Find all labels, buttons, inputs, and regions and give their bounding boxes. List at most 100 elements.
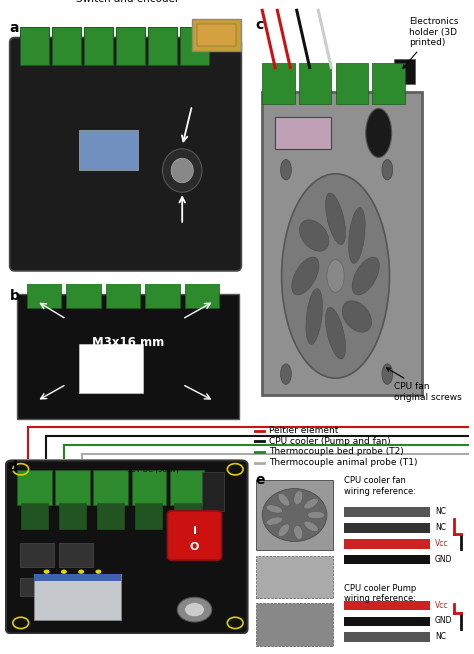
Bar (34, 574, 120, 620)
Bar (344, 617, 430, 627)
Text: e: e (256, 473, 265, 487)
Text: CPU cooler (Pump and fan): CPU cooler (Pump and fan) (269, 437, 390, 446)
FancyBboxPatch shape (145, 283, 180, 308)
Bar (344, 632, 430, 642)
Ellipse shape (278, 524, 290, 537)
FancyBboxPatch shape (180, 27, 210, 65)
FancyBboxPatch shape (93, 470, 128, 506)
FancyBboxPatch shape (170, 470, 204, 506)
Text: d: d (7, 460, 17, 473)
Bar (197, 24, 237, 46)
Ellipse shape (304, 498, 318, 509)
FancyBboxPatch shape (336, 63, 368, 104)
FancyBboxPatch shape (83, 27, 113, 65)
Ellipse shape (326, 193, 346, 245)
Bar (256, 603, 333, 645)
Ellipse shape (294, 525, 303, 540)
FancyBboxPatch shape (21, 503, 48, 529)
Ellipse shape (342, 301, 372, 332)
Bar (79, 344, 143, 392)
Bar (192, 18, 241, 51)
Text: NC: NC (435, 507, 446, 516)
Bar (344, 555, 430, 564)
Text: O: O (190, 542, 199, 552)
Text: Peltier element: Peltier element (269, 426, 338, 435)
Text: CPU fan
original screws: CPU fan original screws (386, 368, 462, 402)
Circle shape (185, 602, 204, 617)
Circle shape (163, 149, 202, 192)
Bar (19, 578, 49, 596)
FancyBboxPatch shape (372, 63, 404, 104)
Circle shape (61, 570, 67, 574)
Ellipse shape (294, 490, 303, 505)
Circle shape (78, 570, 84, 574)
FancyBboxPatch shape (19, 27, 49, 65)
FancyBboxPatch shape (148, 27, 177, 65)
Text: Vcc: Vcc (435, 539, 448, 548)
Text: Thermocouple animal probe (T1): Thermocouple animal probe (T1) (269, 458, 417, 467)
Bar (394, 60, 415, 84)
Circle shape (382, 364, 392, 385)
Text: Thermocouple bed probe (T2): Thermocouple bed probe (T2) (269, 447, 403, 456)
Bar (79, 129, 138, 171)
Text: a: a (9, 21, 19, 35)
Ellipse shape (326, 307, 346, 359)
Circle shape (177, 597, 212, 622)
Circle shape (171, 158, 193, 182)
Text: c: c (256, 18, 264, 33)
Bar (344, 539, 430, 549)
FancyBboxPatch shape (262, 92, 422, 394)
Ellipse shape (306, 288, 322, 345)
Text: 12V DC (90 W): 12V DC (90 W) (127, 467, 179, 473)
FancyBboxPatch shape (116, 27, 145, 65)
Text: Vcc: Vcc (435, 600, 448, 610)
Circle shape (281, 364, 292, 385)
FancyBboxPatch shape (9, 37, 241, 271)
FancyBboxPatch shape (52, 27, 81, 65)
Circle shape (366, 109, 392, 158)
FancyBboxPatch shape (262, 63, 294, 104)
FancyBboxPatch shape (59, 503, 86, 529)
Text: Switch and encoder: Switch and encoder (76, 0, 180, 3)
FancyBboxPatch shape (106, 283, 140, 308)
FancyBboxPatch shape (97, 503, 124, 529)
Bar (34, 574, 120, 581)
Bar (344, 600, 430, 610)
Ellipse shape (292, 257, 319, 295)
Text: M3x16 mm: M3x16 mm (92, 336, 164, 349)
FancyBboxPatch shape (55, 470, 90, 506)
Bar (275, 116, 331, 149)
FancyBboxPatch shape (173, 503, 201, 529)
Circle shape (382, 160, 392, 180)
FancyBboxPatch shape (66, 283, 101, 308)
Text: b: b (9, 288, 19, 303)
FancyBboxPatch shape (185, 283, 219, 308)
Circle shape (327, 260, 344, 292)
Ellipse shape (348, 207, 365, 264)
Text: GND: GND (435, 617, 452, 625)
Text: CPU cooler Pump
wiring reference:: CPU cooler Pump wiring reference: (344, 584, 417, 603)
Ellipse shape (278, 493, 290, 506)
FancyBboxPatch shape (136, 503, 163, 529)
FancyBboxPatch shape (17, 294, 239, 419)
Bar (59, 543, 93, 567)
Ellipse shape (266, 517, 283, 525)
Bar (344, 507, 430, 517)
Text: CPU cooler fan
wiring reference:: CPU cooler fan wiring reference: (344, 476, 416, 496)
Text: Kapton tape under the display: Kapton tape under the display (54, 298, 202, 308)
Bar (256, 556, 333, 598)
Ellipse shape (266, 505, 283, 513)
Ellipse shape (308, 511, 325, 519)
Circle shape (281, 160, 292, 180)
FancyBboxPatch shape (6, 460, 247, 634)
Bar (202, 472, 224, 511)
Bar (344, 523, 430, 532)
Circle shape (282, 174, 390, 378)
Bar (256, 480, 333, 550)
FancyBboxPatch shape (132, 470, 166, 506)
Circle shape (95, 570, 101, 574)
Ellipse shape (352, 257, 379, 295)
Text: NC: NC (435, 632, 446, 642)
Bar (19, 543, 54, 567)
Text: Electronics
holder (3D
printed): Electronics holder (3D printed) (403, 17, 458, 69)
